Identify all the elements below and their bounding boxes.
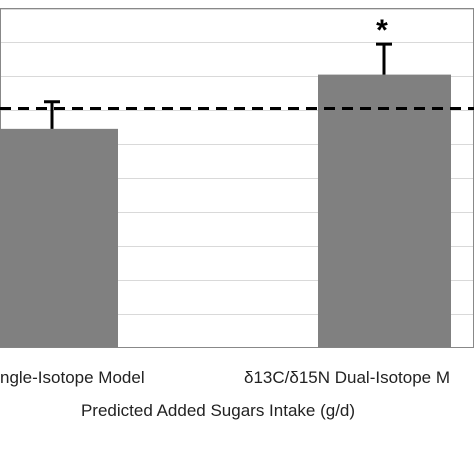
error-bar-1 xyxy=(376,42,392,75)
error-bar-0 xyxy=(44,100,60,129)
bar-1 xyxy=(318,74,451,348)
bars xyxy=(0,74,451,348)
bar-0 xyxy=(0,128,118,348)
x-tick-label-single-isotope: ngle-Isotope Model xyxy=(0,368,145,387)
significance-marker-1: * xyxy=(376,14,388,47)
error-bars xyxy=(44,42,392,129)
x-tick-label-dual-isotope: δ13C/δ15N Dual-Isotope M xyxy=(244,368,450,387)
x-axis-title: Predicted Added Sugars Intake (g/d) xyxy=(81,401,355,420)
significance-markers: * xyxy=(376,14,388,47)
